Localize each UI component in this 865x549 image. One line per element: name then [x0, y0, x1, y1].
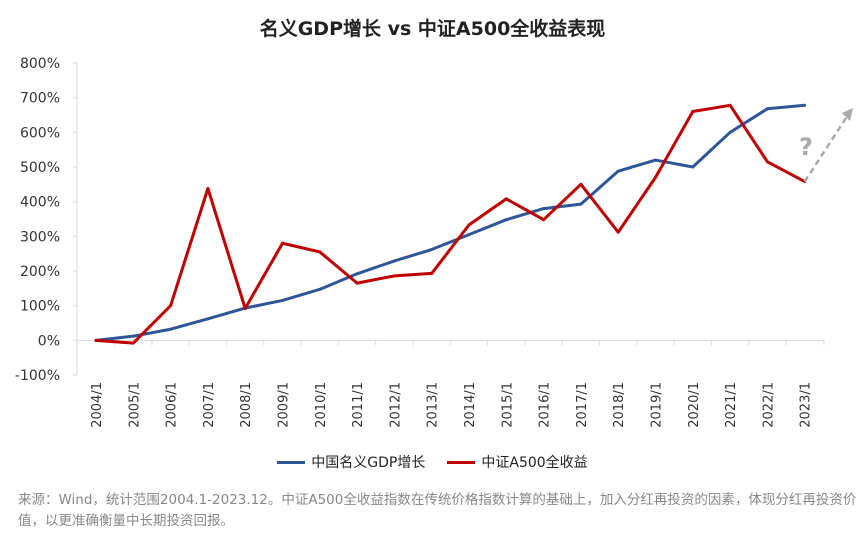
data-point — [765, 160, 769, 164]
data-point — [169, 304, 173, 308]
data-point — [131, 341, 135, 345]
x-tick-label: 2022/1 — [761, 382, 776, 428]
chart-title: 名义GDP增长 vs 中证A500全收益表现 — [259, 18, 606, 40]
x-tick-label: 2017/1 — [575, 382, 590, 428]
y-tick-label: 600% — [20, 125, 60, 141]
x-tick-label: 2016/1 — [538, 382, 553, 428]
data-point — [318, 287, 322, 291]
x-tick-label: 2013/1 — [426, 382, 441, 428]
x-tick-label: 2011/1 — [351, 382, 366, 428]
y-tick-label: 200% — [20, 264, 60, 280]
x-tick-label: 2019/1 — [650, 382, 665, 428]
data-point — [355, 281, 359, 285]
y-tick-label: 700% — [20, 91, 60, 107]
data-point — [542, 207, 546, 211]
legend-item-gdp: 中国名义GDP增长 — [277, 452, 425, 472]
x-tick-label: 2007/1 — [202, 382, 217, 428]
x-tick-label: 2005/1 — [127, 382, 142, 428]
x-tick-label: 2020/1 — [687, 382, 702, 428]
data-point — [206, 186, 210, 190]
data-point — [392, 274, 396, 278]
legend-swatch-gdp — [277, 460, 306, 464]
legend-swatch-a500 — [447, 460, 476, 464]
y-tick-label: 400% — [20, 195, 60, 211]
gdp-series-line — [95, 103, 805, 342]
data-point — [430, 248, 434, 252]
data-point — [169, 327, 173, 331]
y-tick-label: 300% — [20, 229, 60, 245]
data-point — [691, 165, 695, 169]
data-point — [206, 317, 210, 321]
arrow-head-icon — [842, 108, 853, 121]
data-point — [430, 271, 434, 275]
legend: 中国名义GDP增长 中证A500全收益 — [0, 452, 865, 472]
x-tick-label: 2006/1 — [165, 382, 180, 428]
x-tick-label: 2004/1 — [90, 382, 105, 428]
x-tick-label: 2012/1 — [388, 382, 403, 428]
data-point — [765, 107, 769, 111]
legend-label-gdp: 中国名义GDP增长 — [311, 455, 426, 471]
x-tick-label: 2021/1 — [724, 382, 739, 428]
data-point — [654, 175, 657, 179]
question-mark-annotation: ? — [799, 133, 813, 161]
data-point — [281, 241, 284, 245]
data-point — [579, 182, 583, 186]
data-point — [355, 272, 359, 276]
legend-label-a500: 中证A500全收益 — [481, 455, 588, 471]
a500-series-line — [95, 103, 806, 345]
x-tick-label: 2023/1 — [799, 382, 814, 428]
x-tick-label: 2014/1 — [463, 382, 478, 428]
y-tick-label: 500% — [20, 160, 60, 176]
y-tick-label: -100% — [15, 368, 60, 384]
data-point — [728, 130, 732, 134]
y-tick-label: 100% — [20, 299, 60, 315]
x-tick-label: 2015/1 — [500, 382, 515, 428]
line-chart: -100% 0% 100% 200% 300% 400% 500% 600% 700% 800% 2… — [15, 56, 853, 428]
data-point — [94, 338, 98, 342]
data-point — [467, 233, 471, 237]
data-point — [616, 230, 620, 234]
y-tick-label: 0% — [38, 333, 60, 349]
y-tick-label: 800% — [20, 56, 60, 72]
data-point — [616, 169, 620, 173]
data-point — [504, 197, 508, 201]
x-tick-label: 2008/1 — [239, 382, 254, 428]
data-point — [243, 306, 247, 310]
data-point — [318, 250, 322, 254]
data-point — [728, 103, 732, 107]
data-point — [803, 103, 807, 107]
x-tick-label: 2018/1 — [612, 382, 627, 428]
data-point — [654, 158, 657, 162]
x-tick-label: 2009/1 — [277, 382, 292, 428]
x-tick-label: 2010/1 — [314, 382, 329, 428]
data-point — [281, 298, 284, 302]
legend-item-a500: 中证A500全收益 — [447, 452, 588, 472]
data-point — [542, 218, 546, 222]
data-point — [467, 223, 471, 227]
data-point — [392, 259, 396, 263]
source-note: 来源：Wind，统计范围2004.1-2023.12。中证A500全收益指数在传… — [18, 492, 857, 529]
data-point — [504, 218, 508, 222]
data-point — [131, 334, 135, 338]
dashed-arrow-line — [803, 114, 850, 183]
data-point — [579, 202, 583, 206]
data-point — [691, 110, 695, 114]
